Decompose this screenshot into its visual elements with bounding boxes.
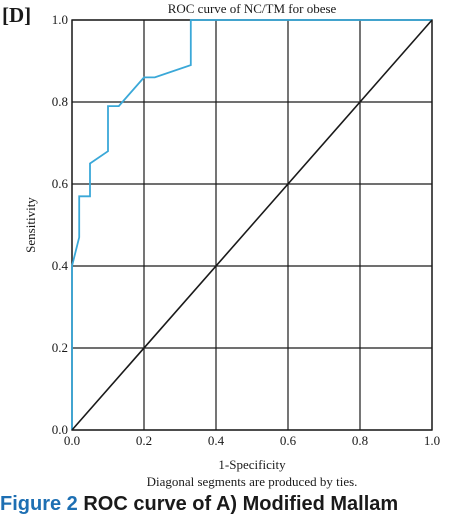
- roc-curve: [71, 19, 432, 430]
- figure-label: Figure 2: [0, 493, 78, 515]
- y-axis-label: Sensitivity: [23, 197, 38, 253]
- reference-diagonal-line: [71, 19, 433, 431]
- chart-title: ROC curve of NC/TM for obese: [168, 1, 337, 16]
- y-tick-label: 1.0: [52, 12, 68, 27]
- chart-footnote: Diagonal segments are produced by ties.: [147, 474, 358, 489]
- y-tick-label: 0.0: [52, 422, 68, 437]
- x-tick-label: 1.0: [424, 433, 440, 448]
- figure-caption-text: ROC curve of A) Modified Mallam: [83, 493, 399, 515]
- figure-caption: Figure 2 ROC curve of A) Modified Mallam: [0, 493, 398, 516]
- x-tick-label: 0.2: [136, 433, 152, 448]
- panel-label: [D]: [2, 3, 31, 27]
- y-tick-label: 0.6: [52, 176, 69, 191]
- x-tick-label: 0.4: [208, 433, 225, 448]
- y-tick-label: 0.8: [52, 94, 68, 109]
- y-tick-label: 0.4: [52, 258, 69, 273]
- x-axis-label: 1-Specificity: [218, 457, 286, 472]
- x-tick-label: 0.0: [64, 433, 80, 448]
- y-tick-label: 0.2: [52, 340, 68, 355]
- x-tick-label: 0.6: [280, 433, 297, 448]
- x-tick-label: 0.8: [352, 433, 368, 448]
